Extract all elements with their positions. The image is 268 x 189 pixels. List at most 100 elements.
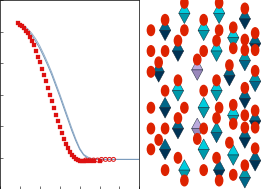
- Circle shape: [200, 15, 207, 25]
- Polygon shape: [211, 122, 222, 132]
- Polygon shape: [239, 19, 251, 29]
- Polygon shape: [250, 161, 261, 171]
- Point: [26, 32, 30, 35]
- Polygon shape: [224, 76, 235, 86]
- Polygon shape: [213, 3, 225, 13]
- Circle shape: [241, 34, 248, 45]
- Circle shape: [147, 67, 155, 77]
- Circle shape: [230, 100, 237, 110]
- Point: [107, 158, 112, 161]
- Point: [59, 131, 64, 134]
- Circle shape: [241, 122, 248, 133]
- Circle shape: [252, 105, 259, 116]
- Circle shape: [241, 45, 248, 55]
- Circle shape: [213, 75, 220, 86]
- Circle shape: [226, 60, 233, 70]
- Polygon shape: [172, 118, 184, 129]
- Circle shape: [200, 46, 207, 56]
- Point: [73, 157, 78, 160]
- Polygon shape: [159, 139, 171, 149]
- Polygon shape: [239, 178, 251, 188]
- Circle shape: [174, 113, 181, 123]
- Point: [87, 159, 92, 162]
- Polygon shape: [211, 91, 222, 101]
- Point: [64, 142, 68, 145]
- Circle shape: [230, 43, 237, 53]
- Point: [91, 159, 96, 162]
- Polygon shape: [172, 129, 184, 139]
- Circle shape: [226, 137, 233, 148]
- Polygon shape: [213, 13, 225, 24]
- Polygon shape: [239, 138, 251, 148]
- Circle shape: [213, 113, 220, 123]
- Point: [52, 106, 56, 109]
- Polygon shape: [159, 97, 171, 108]
- Circle shape: [147, 123, 155, 134]
- Polygon shape: [172, 51, 184, 61]
- Circle shape: [252, 143, 259, 154]
- Point: [69, 153, 74, 156]
- Point: [83, 159, 88, 162]
- Point: [34, 50, 38, 53]
- Point: [81, 159, 86, 162]
- Polygon shape: [250, 33, 261, 43]
- Circle shape: [215, 0, 223, 8]
- Circle shape: [162, 85, 169, 96]
- Circle shape: [147, 25, 155, 36]
- Point: [76, 159, 80, 162]
- Point: [22, 27, 26, 30]
- Circle shape: [147, 144, 155, 155]
- Polygon shape: [239, 98, 251, 109]
- Polygon shape: [179, 160, 190, 170]
- Point: [48, 93, 52, 96]
- Polygon shape: [159, 30, 171, 41]
- Polygon shape: [172, 80, 184, 91]
- Point: [58, 126, 62, 129]
- Circle shape: [215, 102, 223, 113]
- Polygon shape: [159, 20, 171, 30]
- Circle shape: [162, 15, 169, 25]
- Polygon shape: [211, 132, 222, 143]
- Point: [97, 159, 102, 162]
- Circle shape: [252, 28, 259, 38]
- Polygon shape: [192, 129, 203, 139]
- Circle shape: [241, 110, 248, 121]
- Circle shape: [162, 123, 169, 134]
- Circle shape: [252, 45, 259, 55]
- Point: [50, 100, 54, 103]
- Point: [91, 159, 96, 162]
- Polygon shape: [172, 41, 184, 51]
- Circle shape: [252, 122, 259, 133]
- Polygon shape: [153, 72, 164, 82]
- Polygon shape: [153, 61, 164, 72]
- Polygon shape: [211, 41, 222, 51]
- Circle shape: [147, 46, 155, 56]
- Polygon shape: [198, 97, 209, 108]
- Point: [38, 61, 42, 64]
- Point: [80, 159, 84, 162]
- Polygon shape: [192, 60, 203, 70]
- Circle shape: [200, 85, 207, 96]
- Polygon shape: [239, 167, 251, 178]
- Polygon shape: [239, 128, 251, 138]
- Polygon shape: [250, 150, 261, 161]
- Polygon shape: [192, 118, 203, 129]
- Polygon shape: [198, 149, 209, 160]
- Point: [72, 155, 76, 158]
- Point: [55, 119, 60, 122]
- Polygon shape: [228, 155, 239, 165]
- Polygon shape: [159, 149, 171, 160]
- Circle shape: [194, 54, 201, 65]
- Circle shape: [155, 57, 162, 68]
- Point: [66, 146, 70, 149]
- Point: [99, 158, 104, 161]
- Circle shape: [230, 170, 237, 180]
- Polygon shape: [211, 80, 222, 91]
- Point: [24, 29, 28, 32]
- Circle shape: [215, 175, 223, 186]
- Point: [40, 67, 44, 70]
- Polygon shape: [228, 115, 239, 126]
- Circle shape: [230, 119, 237, 129]
- Polygon shape: [213, 160, 225, 170]
- Point: [62, 137, 66, 140]
